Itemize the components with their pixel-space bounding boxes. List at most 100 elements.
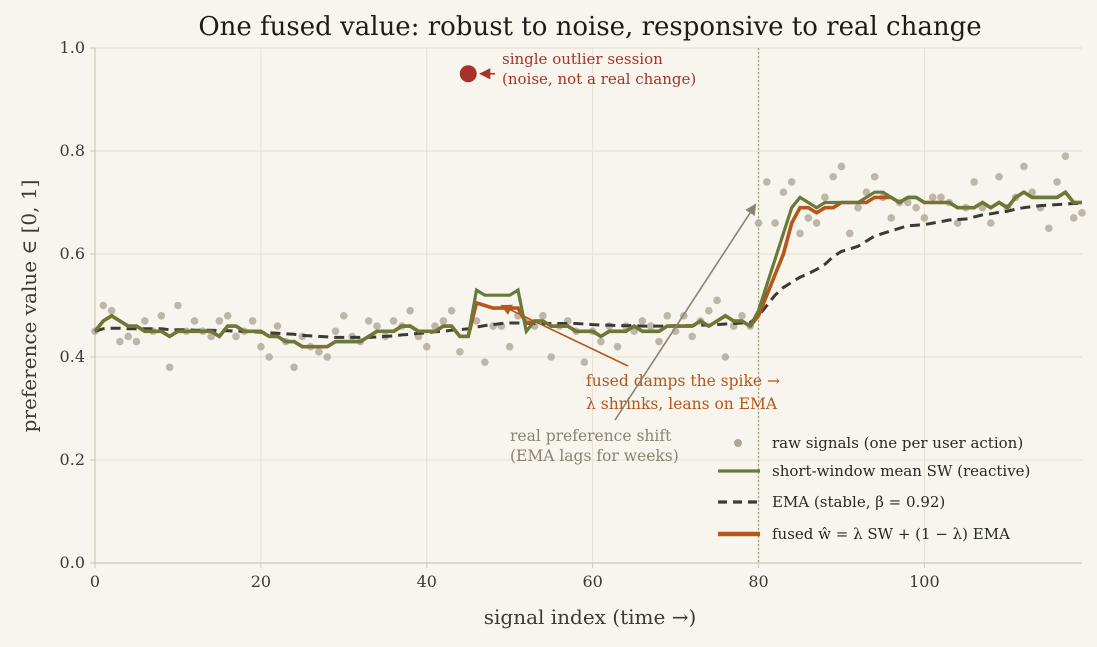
outlier-annotation: single outlier session [502, 50, 663, 68]
chart-title: One fused value: robust to noise, respon… [198, 12, 981, 42]
raw-point [157, 312, 166, 320]
raw-point [580, 358, 589, 366]
raw-point [1028, 188, 1037, 196]
raw-point [1020, 162, 1028, 171]
raw-point [754, 219, 763, 227]
raw-point [821, 193, 829, 202]
raw-point [688, 332, 696, 341]
raw-points [91, 152, 1086, 372]
raw-point [970, 178, 978, 186]
raw-point [116, 337, 124, 346]
x-tick-label: 20 [251, 572, 271, 591]
series-lines [93, 189, 1082, 349]
annotations: single outlier session (noise, not a real… [459, 50, 780, 465]
raw-point [787, 178, 796, 186]
raw-point [290, 363, 298, 372]
raw-point [986, 219, 995, 227]
x-axis-title: signal index (time →) [484, 605, 697, 629]
raw-point [953, 219, 962, 227]
x-tick-label: 100 [909, 572, 940, 591]
legend-ema: EMA (stable, β = 0.92) [718, 493, 945, 511]
raw-point [340, 312, 348, 320]
legend-raw: raw signals (one per user action) [734, 434, 1023, 452]
legend-label: raw signals (one per user action) [772, 434, 1023, 452]
raw-point [870, 172, 879, 181]
raw-point [107, 306, 116, 315]
legend-swatch [734, 439, 742, 447]
x-ticks: 0 20 40 60 80 100 [90, 563, 940, 591]
raw-point [323, 353, 332, 361]
ema-line [94, 202, 1082, 339]
raw-point [655, 337, 663, 346]
raw-point [547, 353, 555, 361]
raw-point [779, 188, 788, 196]
raw-point [140, 317, 149, 325]
raw-point [215, 317, 224, 325]
raw-point [505, 342, 514, 351]
outlier-point [459, 65, 477, 83]
raw-point [646, 322, 655, 330]
raw-point [937, 193, 945, 202]
raw-point [447, 306, 456, 315]
damp-annotation: fused damps the spike → [586, 372, 780, 390]
raw-point [1045, 224, 1053, 233]
legend-label: EMA (stable, β = 0.92) [772, 493, 945, 511]
y-tick-label: 0.6 [60, 244, 85, 263]
raw-point [738, 312, 746, 320]
shift-annotation: real preference shift [510, 427, 672, 445]
x-tick-label: 40 [417, 572, 437, 591]
raw-point [165, 363, 174, 372]
grid [94, 47, 1082, 564]
raw-point [721, 353, 730, 361]
raw-point [539, 312, 547, 320]
raw-point [995, 172, 1003, 181]
raw-point [174, 301, 182, 310]
raw-point [812, 219, 821, 227]
raw-point [422, 342, 431, 351]
raw-point [854, 203, 862, 212]
legend: raw signals (one per user action) short-w… [718, 434, 1030, 543]
legend-sw: short-window mean SW (reactive) [718, 462, 1030, 480]
raw-point [1053, 178, 1061, 186]
raw-point [456, 348, 464, 356]
y-ticks: 0.0 0.2 0.4 0.6 0.8 1.0 [60, 38, 95, 572]
raw-point [248, 317, 257, 325]
raw-point [638, 317, 647, 325]
raw-point [273, 322, 282, 330]
damp-arrow [500, 304, 629, 367]
raw-point [431, 322, 439, 330]
raw-point [472, 317, 481, 325]
raw-point [928, 193, 937, 202]
raw-point [265, 353, 273, 361]
raw-point [771, 219, 779, 227]
fused-line [93, 189, 1082, 349]
sw-line [93, 190, 1082, 349]
raw-point [837, 162, 846, 171]
raw-point [912, 203, 920, 212]
raw-point [663, 312, 672, 320]
raw-point [99, 301, 108, 310]
raw-point [406, 306, 414, 315]
shift-annotation: (EMA lags for weeks) [510, 447, 679, 465]
raw-point [613, 342, 622, 351]
damp-annotation: λ shrinks, leans on EMA [586, 395, 778, 413]
raw-point [315, 348, 323, 356]
raw-point [481, 358, 489, 366]
raw-point [389, 317, 398, 325]
x-tick-label: 80 [748, 572, 768, 591]
raw-point [829, 172, 837, 181]
raw-point [1069, 214, 1078, 222]
raw-point [845, 229, 854, 238]
y-tick-label: 0.0 [60, 553, 85, 572]
raw-point [597, 337, 605, 346]
raw-point [190, 317, 199, 325]
y-tick-label: 1.0 [60, 38, 85, 57]
y-tick-label: 0.2 [60, 450, 85, 469]
x-tick-label: 60 [582, 572, 602, 591]
raw-point [223, 312, 232, 320]
raw-point [373, 322, 381, 330]
raw-point [1078, 209, 1086, 217]
legend-label: fused ŵ = λ SW + (1 − λ) EMA [772, 525, 1010, 543]
raw-point [796, 229, 804, 238]
